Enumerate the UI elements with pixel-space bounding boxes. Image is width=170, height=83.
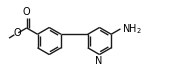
Text: O: O — [13, 28, 21, 38]
Text: N: N — [95, 56, 102, 66]
Text: NH$_2$: NH$_2$ — [122, 22, 142, 36]
Text: O: O — [23, 7, 30, 17]
